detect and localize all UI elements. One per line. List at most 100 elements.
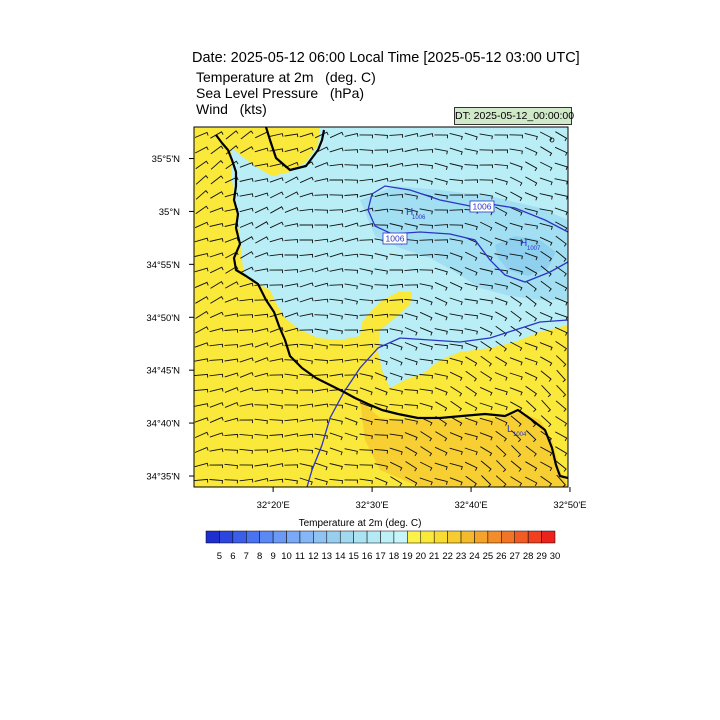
wind-barb xyxy=(449,266,463,276)
wind-barb xyxy=(314,462,328,471)
wind-barb xyxy=(434,224,449,228)
wind-barb xyxy=(464,417,478,426)
wind-barb xyxy=(539,342,553,351)
wind-barb xyxy=(269,133,284,137)
wind-barb xyxy=(419,374,434,379)
wind-barb xyxy=(479,133,493,140)
wind-barb xyxy=(389,223,403,230)
wind-barb xyxy=(344,329,358,334)
wind-barb xyxy=(329,131,344,139)
wind-barb xyxy=(464,222,478,230)
wind-barb xyxy=(209,327,224,333)
wind-barb xyxy=(299,239,313,244)
wind-barb xyxy=(344,208,359,212)
wind-barb xyxy=(314,388,329,393)
wind-barb xyxy=(464,251,478,261)
colorbar-label: 23 xyxy=(456,551,467,562)
wind-barb xyxy=(210,175,224,185)
wind-barb xyxy=(494,283,508,290)
wind-barb xyxy=(524,252,538,261)
wind-barb xyxy=(479,179,493,184)
wind-barb xyxy=(419,269,433,274)
wind-barb xyxy=(359,387,373,396)
wind-barb xyxy=(509,222,523,231)
wind-barb xyxy=(239,329,254,333)
wind-barb xyxy=(389,253,403,260)
wind-barb xyxy=(344,194,359,198)
wind-barb xyxy=(524,146,538,156)
wind-barb xyxy=(329,478,344,484)
wind-barb xyxy=(359,373,373,380)
wind-barb xyxy=(389,283,404,288)
wind-barb xyxy=(344,464,358,469)
colorbar-swatch xyxy=(527,530,542,544)
wind-barb xyxy=(434,177,448,185)
wind-barb xyxy=(209,359,224,363)
wind-barb xyxy=(269,403,283,410)
wind-barb xyxy=(525,400,537,413)
wind-barb xyxy=(254,252,269,258)
coastline xyxy=(215,134,568,480)
wind-barb xyxy=(404,298,419,304)
wind-barb xyxy=(509,176,523,187)
wind-barb xyxy=(480,355,492,367)
contour-label: 1006 xyxy=(386,234,405,244)
wind-barb xyxy=(479,326,493,336)
wind-barb xyxy=(554,193,568,200)
wind-barb xyxy=(554,207,568,216)
wind-barb xyxy=(239,448,254,454)
wind-barb xyxy=(555,265,567,277)
wind-barb xyxy=(210,280,224,289)
wind-barb xyxy=(434,446,448,456)
wind-barb xyxy=(344,298,358,305)
wind-barb xyxy=(509,148,523,155)
wind-barb xyxy=(359,164,373,169)
colorbar-swatch xyxy=(286,530,301,544)
wind-barb xyxy=(539,327,553,336)
colorbar-swatch xyxy=(299,530,314,544)
wind-barb xyxy=(344,164,358,169)
map-panel xyxy=(194,127,568,487)
wind-barb xyxy=(224,372,239,378)
wind-barb xyxy=(389,148,404,152)
wind-barb xyxy=(525,385,538,397)
wind-barb xyxy=(194,252,209,257)
wind-barb xyxy=(299,418,314,423)
wind-barb xyxy=(449,252,463,261)
wind-barb xyxy=(344,343,359,348)
colorbar-label: 12 xyxy=(308,551,319,562)
colorbar-swatch xyxy=(272,530,287,544)
wind-barb xyxy=(389,299,404,303)
wind-barb xyxy=(434,373,448,380)
wind-barb xyxy=(389,403,404,409)
wind-barb xyxy=(359,239,374,243)
wind-barb xyxy=(299,403,314,408)
colorbar-label: 26 xyxy=(496,551,507,562)
wind-barb xyxy=(209,222,224,227)
wind-barb xyxy=(555,355,567,368)
wind-barb xyxy=(284,433,299,437)
colorbar-label: 15 xyxy=(348,551,359,562)
colorbar-swatch xyxy=(393,530,408,544)
wind-barb xyxy=(329,223,344,228)
wind-barb xyxy=(509,267,523,275)
wind-barb xyxy=(509,238,523,245)
colorbar-swatch xyxy=(366,530,381,544)
wind-barb xyxy=(449,371,463,381)
wind-barb xyxy=(239,266,254,274)
wind-barb xyxy=(240,146,254,154)
wind-barb xyxy=(284,254,298,259)
wind-barb xyxy=(480,371,493,382)
wind-barb xyxy=(359,328,374,333)
wind-barb xyxy=(449,163,463,170)
wind-barb xyxy=(449,178,464,184)
wind-barb xyxy=(209,479,224,484)
colorbar-swatch xyxy=(541,530,556,544)
wind-barb xyxy=(284,239,299,243)
colorbar-label: 13 xyxy=(322,551,333,562)
wind-barb xyxy=(194,342,209,348)
wind-barb xyxy=(374,149,388,153)
colorbar-swatch xyxy=(380,530,395,544)
wind-barb xyxy=(449,194,463,199)
wind-barb xyxy=(450,416,463,427)
